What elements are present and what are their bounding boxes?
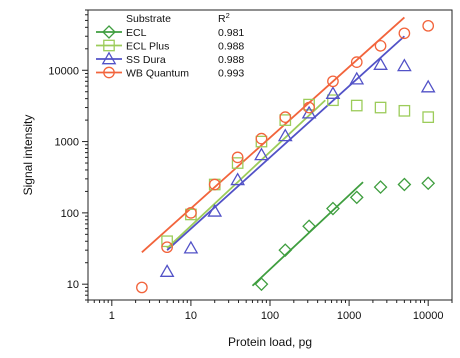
legend-label-ss-dura: SS Dura — [126, 54, 166, 66]
point-ecl-plus — [398, 104, 411, 117]
point-ss-dura — [159, 264, 175, 277]
point-wb-quantum — [374, 39, 387, 52]
data-points — [136, 19, 436, 294]
point-ss-dura — [373, 57, 388, 70]
point-ss-dura — [420, 79, 436, 93]
point-wb-quantum — [136, 281, 148, 294]
point-ecl-plus — [303, 98, 315, 111]
point-wb-quantum — [231, 151, 244, 164]
fit-line-ecl-plus — [166, 99, 326, 249]
legend-label-ecl: ECL — [126, 27, 147, 39]
legend-r2-wb-quantum: 0.993 — [218, 68, 244, 80]
x-tick-label: 10000 — [413, 310, 444, 322]
point-ss-dura — [397, 58, 412, 72]
x-axis-title: Protein load, pg — [228, 335, 312, 349]
legend-label-ecl-plus: ECL Plus — [126, 41, 169, 53]
point-ecl-plus — [255, 135, 268, 148]
fit-lines — [141, 16, 405, 287]
point-wb-quantum — [161, 241, 173, 254]
point-ecl — [254, 277, 269, 292]
point-ss-dura — [183, 240, 199, 254]
legend: Substrate R2 ECL 0.981 ECL Plus 0.988 SS Dura 0… — [96, 11, 244, 80]
point-ecl — [373, 180, 388, 194]
point-ecl-plus — [161, 235, 173, 248]
point-ecl — [397, 177, 412, 192]
point-ecl — [302, 219, 316, 234]
axes-layer: 1 10 100 1000 10000 10 100 1000 10000 Protein loa… — [21, 9, 453, 349]
point-ss-dura — [277, 128, 293, 142]
legend-header-r2: R2 — [218, 11, 230, 25]
point-wb-quantum — [303, 101, 315, 114]
y-axis-title: Signal intensity — [21, 115, 35, 196]
point-wb-quantum — [279, 111, 292, 124]
x-tick-label: 1 — [109, 310, 115, 322]
legend-marker-wb-quantum — [103, 66, 115, 79]
y-tick-label: 10000 — [48, 65, 79, 77]
legend-r2-ecl: 0.981 — [218, 27, 244, 39]
point-ecl-plus — [327, 94, 339, 107]
point-wb-quantum — [185, 207, 197, 219]
legend-r2-ss-dura: 0.988 — [218, 54, 244, 66]
legend-marker-ss-dura — [101, 51, 117, 65]
x-tick-label: 100 — [261, 310, 279, 322]
point-ecl — [278, 243, 293, 258]
legend-marker-ecl — [102, 25, 116, 39]
legend-header-substrate: Substrate — [126, 13, 171, 25]
point-ecl — [349, 190, 364, 205]
point-ecl-plus — [350, 99, 363, 112]
point-ecl — [421, 176, 436, 191]
x-tick-label: 1000 — [337, 310, 361, 322]
legend-header-r2-superscript: 2 — [226, 11, 230, 20]
point-wb-quantum — [208, 178, 221, 191]
point-ecl — [326, 201, 340, 216]
point-ecl-plus — [374, 101, 387, 114]
legend-label-wb-quantum: WB Quantum — [126, 68, 189, 80]
point-wb-quantum — [255, 132, 268, 145]
point-wb-quantum — [398, 27, 411, 40]
point-ecl-plus — [231, 157, 244, 169]
legend-r2-ecl-plus: 0.988 — [218, 41, 244, 53]
point-ss-dura — [325, 86, 341, 99]
fit-line-ecl — [251, 181, 364, 287]
point-ss-dura — [254, 147, 269, 161]
fit-line-wb-quantum — [141, 16, 405, 253]
point-wb-quantum — [327, 75, 339, 88]
point-ecl-plus — [422, 111, 435, 124]
legend-marker-ecl-plus — [103, 39, 115, 52]
y-tick-label: 10 — [67, 279, 79, 291]
fit-line-ss-dura — [166, 35, 405, 251]
point-ss-dura — [349, 71, 365, 85]
point-ecl-plus — [279, 114, 292, 126]
y-tick-label: 1000 — [55, 137, 79, 149]
point-wb-quantum — [422, 19, 435, 32]
point-ss-dura — [207, 203, 223, 217]
x-tick-label: 10 — [185, 310, 197, 322]
point-ss-dura — [230, 172, 246, 186]
point-wb-quantum — [350, 56, 363, 68]
y-tick-label: 100 — [61, 208, 79, 220]
